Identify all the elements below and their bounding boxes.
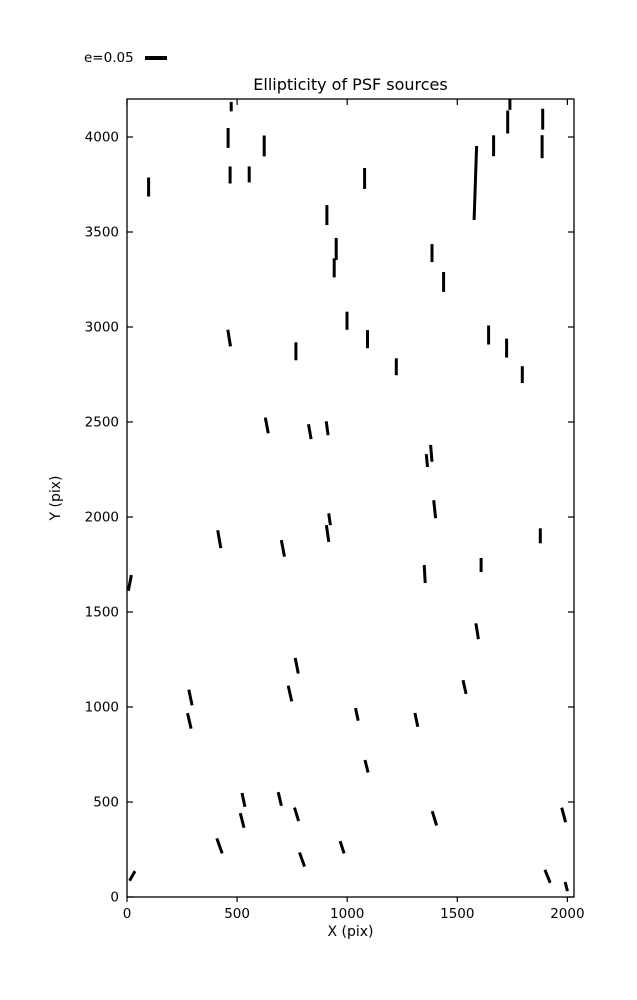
x-tick-label: 1000 xyxy=(330,906,364,922)
ellipticity-stick xyxy=(424,453,429,468)
ellipticity-stick xyxy=(327,513,332,526)
ellipticity-stick xyxy=(263,417,270,434)
chart-title: Ellipticity of PSF sources xyxy=(253,75,448,94)
ellipticity-stick xyxy=(187,689,194,706)
ellipticity-stick xyxy=(543,869,552,884)
ellipticity-stick xyxy=(363,759,370,773)
ellipticity-stick xyxy=(413,712,420,728)
ellipticity-stick xyxy=(186,712,193,729)
ellipticity-stick xyxy=(432,500,438,519)
ellipticity-stick xyxy=(307,424,313,440)
ellipticity-stick xyxy=(338,840,346,854)
y-tick-label: 1000 xyxy=(85,700,119,716)
ellipticity-stick xyxy=(474,623,480,640)
ellipticity-stick xyxy=(238,812,246,829)
ellipticity-stick xyxy=(293,807,301,822)
x-axis-label: X (pix) xyxy=(327,924,374,940)
ellipticity-stick xyxy=(354,707,360,722)
x-tick-label: 1500 xyxy=(440,906,474,922)
y-tick-label: 4000 xyxy=(85,130,119,146)
y-tick-label: 500 xyxy=(93,795,119,811)
ellipticity-stick xyxy=(279,539,286,557)
ellipticity-stick xyxy=(430,810,439,826)
sticks-layer xyxy=(127,99,569,892)
ellipticity-stick xyxy=(128,870,137,882)
ellipticity-stick xyxy=(276,791,283,807)
ellipticity-stick xyxy=(298,851,307,868)
axes-frame xyxy=(126,98,575,898)
ellipticity-stick xyxy=(560,807,568,823)
x-tick-label: 2000 xyxy=(550,906,584,922)
x-tick-label: 0 xyxy=(123,906,132,922)
ellipticity-stick xyxy=(286,685,294,702)
ellipticity-stick xyxy=(226,329,232,347)
y-tick-label: 0 xyxy=(110,890,119,906)
ellipticity-stick xyxy=(127,574,133,592)
ellipticity-stick xyxy=(324,524,331,543)
ellipticity-stick xyxy=(216,530,223,549)
y-tick-label: 3000 xyxy=(85,320,119,336)
ellipticity-stick xyxy=(293,657,300,674)
y-tick-label: 3500 xyxy=(85,225,119,241)
ellipticity-stick xyxy=(429,444,434,462)
y-tick-label: 2000 xyxy=(85,510,119,526)
legend-label: e=0.05 xyxy=(84,50,134,66)
y-axis-label: Y (pix) xyxy=(48,475,64,521)
ellipticity-stick xyxy=(324,421,330,436)
legend: e=0.05 xyxy=(84,49,167,67)
ellipticity-stick xyxy=(215,837,224,854)
ellipticity-stick xyxy=(472,145,479,220)
ellipticity-stick xyxy=(461,679,468,695)
y-tick-label: 1500 xyxy=(85,605,119,621)
y-tick-label: 2500 xyxy=(85,415,119,431)
ellipticity-stick xyxy=(563,881,569,892)
ellipticity-stick xyxy=(240,792,247,808)
ellipticity-stick xyxy=(422,564,427,584)
legend-stick-sample xyxy=(144,56,167,60)
x-tick-label: 500 xyxy=(224,906,250,922)
